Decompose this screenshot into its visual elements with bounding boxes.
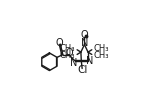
Text: N: N <box>86 56 94 66</box>
Text: CH₃: CH₃ <box>94 51 109 60</box>
Text: CH₃: CH₃ <box>60 44 75 53</box>
Text: Cl: Cl <box>77 65 88 75</box>
Text: O: O <box>55 38 63 48</box>
Text: CH₃: CH₃ <box>60 51 75 60</box>
Text: N: N <box>81 38 88 48</box>
Text: N: N <box>70 58 77 68</box>
Text: CH₃: CH₃ <box>94 44 109 53</box>
Text: O: O <box>81 30 88 40</box>
Text: O: O <box>65 48 73 58</box>
